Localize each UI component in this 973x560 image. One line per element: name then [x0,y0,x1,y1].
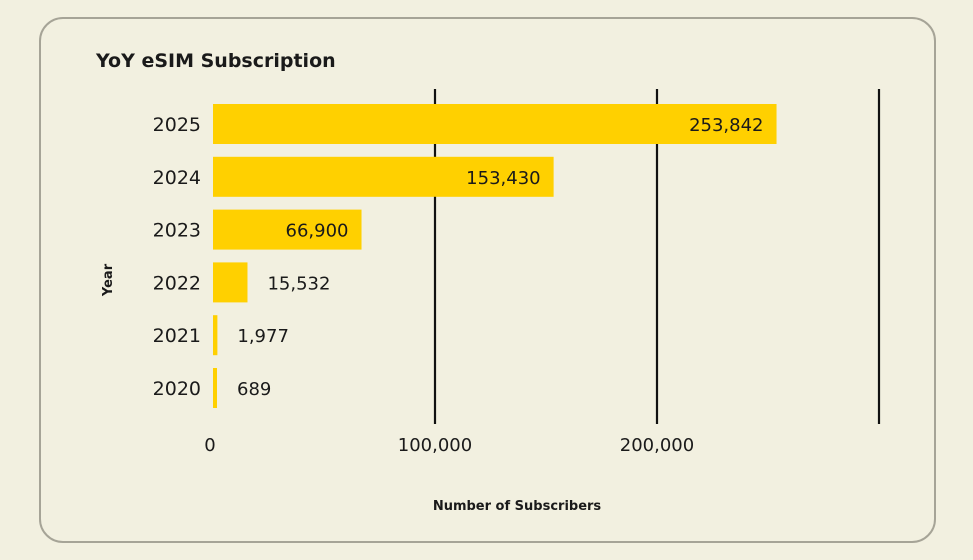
chart-card [39,17,936,543]
y-tick-label: 2025 [153,114,201,136]
y-tick-labels: 2025 2024 2023 2022 2021 2020 [153,114,201,400]
data-label: 66,900 [286,221,349,242]
bar [213,315,218,356]
bar [213,209,362,250]
grid-lines [433,89,881,424]
bars [213,104,777,408]
data-label: 15,532 [267,273,330,294]
bar [213,104,777,144]
y-tick-label: 2024 [153,167,201,189]
chart-title: YoY eSIM Subscription [96,50,336,72]
data-label: 253,842 [689,115,763,136]
x-tick-labels: 0 100,000 200,000 [204,435,694,456]
y-tick-label: 2020 [153,378,201,400]
bar [213,262,248,303]
bar [213,156,554,197]
data-labels: 253,842 153,430 66,900 15,532 1,977 689 [237,115,764,400]
x-tick-label: 200,000 [620,435,694,456]
y-tick-label: 2023 [153,220,201,242]
data-label: 1,977 [237,326,289,347]
x-axis-title: Number of Subscribers [433,499,602,514]
data-label: 689 [237,379,271,400]
bar [213,368,217,408]
y-axis-title: Year [101,263,116,297]
data-label: 153,430 [466,168,540,189]
y-tick-label: 2022 [153,272,201,294]
x-tick-label: 0 [204,435,215,456]
y-tick-label: 2021 [153,325,201,347]
x-tick-label: 100,000 [398,435,472,456]
